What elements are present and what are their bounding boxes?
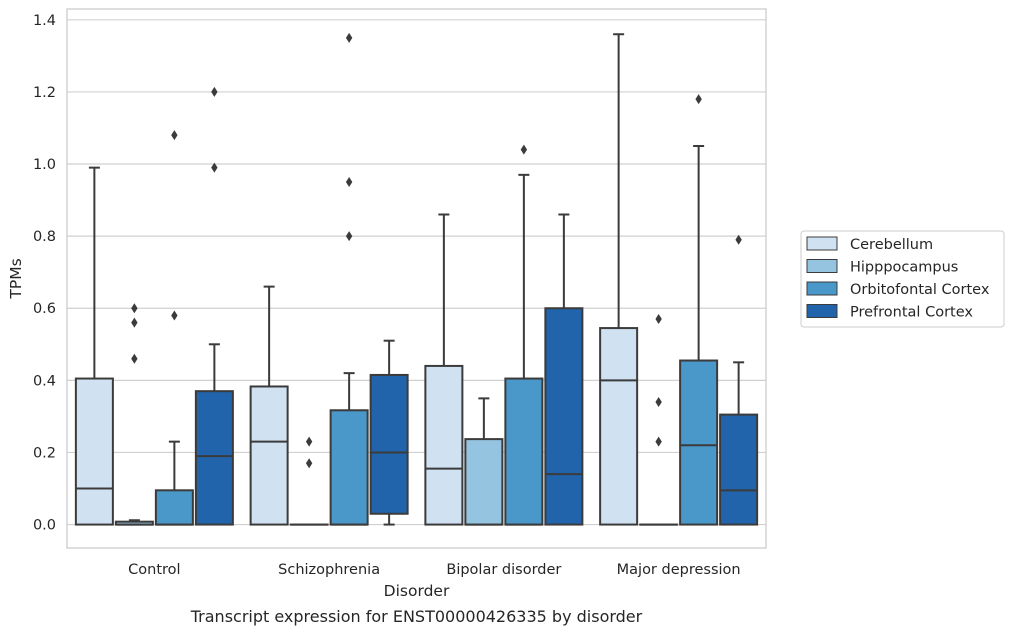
y-tick-label: 1.4	[33, 13, 56, 29]
outlier-point	[171, 310, 178, 321]
outlier-point	[655, 314, 662, 325]
outlier-point	[345, 177, 353, 188]
box-prefrontal-cortex	[369, 339, 409, 526]
legend-item: Hipppocampus	[806, 259, 958, 276]
box-cerebellum	[249, 285, 289, 526]
box-body	[544, 307, 584, 526]
x-tick-labels: Control Schizophrenia Bipolar disorder Majo…	[128, 562, 740, 578]
x-axis-title: Disorder	[384, 582, 450, 600]
box-orbitofontal-cortex	[504, 144, 544, 526]
outlier-point	[345, 231, 353, 242]
box-cerebellum	[424, 213, 464, 526]
box-body	[369, 373, 409, 515]
box-body	[74, 377, 114, 526]
box-orbitofontal-cortex	[679, 94, 719, 526]
outlier-point	[171, 130, 178, 141]
y-tick-label: 0.6	[33, 301, 56, 317]
box-orbitofontal-cortex	[329, 32, 369, 526]
legend-label: Orbitofontal Cortex	[850, 282, 990, 298]
box-hipppocampus	[464, 397, 504, 526]
box-body	[154, 489, 194, 526]
box-body	[504, 377, 544, 526]
y-tick-label: 0.4	[33, 373, 56, 389]
box-prefrontal-cortex	[719, 234, 759, 526]
outlier-point	[305, 458, 313, 469]
outlier-point	[131, 303, 138, 314]
box-body	[249, 385, 289, 526]
y-axis-title: TPMs	[7, 258, 25, 299]
y-tick-label: 0.0	[33, 518, 56, 534]
legend-frame	[800, 230, 1005, 328]
outlier-point	[131, 353, 138, 364]
outlier-point	[520, 144, 528, 155]
box-body	[329, 409, 369, 526]
box-prefrontal-cortex	[194, 86, 234, 526]
outlier-point	[735, 234, 742, 245]
y-tick-label: 0.8	[33, 229, 56, 245]
legend-label: Cerebellum	[850, 237, 933, 253]
y-tick-label: 1.2	[33, 85, 56, 101]
legend-swatch	[806, 236, 838, 251]
x-tick-label: Control	[128, 562, 180, 578]
y-tick-label: 0.2	[33, 445, 56, 461]
box-prefrontal-cortex	[544, 213, 584, 526]
legend-item: Cerebellum	[806, 236, 933, 253]
outlier-point	[305, 436, 313, 447]
legend-swatch	[806, 304, 838, 318]
box-hipppocampus	[114, 303, 154, 526]
x-tick-label: Major depression	[617, 562, 741, 578]
box-body	[679, 359, 719, 526]
box-body	[719, 413, 759, 526]
outlier-point	[211, 162, 218, 173]
box-body	[194, 390, 234, 526]
legend: Cerebellum Hipppocampus Orbitofontal Corte…	[800, 230, 1005, 328]
box-body	[424, 364, 464, 526]
box-hipppocampus	[289, 436, 329, 526]
box-orbitofontal-cortex	[154, 130, 194, 526]
legend-item: Prefrontal Cortex	[806, 304, 973, 321]
outlier-point	[655, 436, 662, 447]
y-tick-labels: 0.0 0.2 0.4 0.6 0.8 1.0 1.2 1.4	[33, 13, 56, 534]
x-tick-label: Bipolar disorder	[446, 562, 561, 578]
y-tick-label: 1.0	[33, 157, 56, 173]
outlier-point	[345, 32, 353, 43]
box-body	[599, 327, 639, 526]
outlier-point	[211, 86, 218, 97]
legend-swatch	[806, 281, 838, 296]
outlier-point	[131, 317, 138, 328]
legend-item: Orbitofontal Cortex	[806, 281, 990, 298]
plot-frame	[66, 8, 767, 549]
legend-swatch	[806, 259, 838, 273]
grid-lines	[67, 19, 766, 526]
box-series	[74, 32, 759, 526]
legend-label: Hipppocampus	[850, 260, 958, 276]
box-body	[464, 438, 504, 526]
outlier-point	[655, 396, 662, 407]
chart-caption: Transcript expression for ENST0000042633…	[190, 607, 643, 626]
box-cerebellum	[599, 33, 639, 526]
x-tick-label: Schizophrenia	[278, 562, 380, 578]
box-hipppocampus	[639, 314, 679, 526]
legend-label: Prefrontal Cortex	[850, 305, 973, 321]
outlier-point	[695, 94, 702, 105]
box-cerebellum	[74, 166, 114, 526]
